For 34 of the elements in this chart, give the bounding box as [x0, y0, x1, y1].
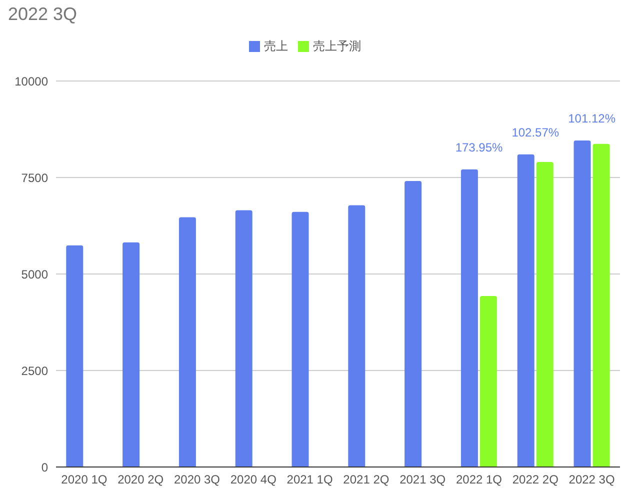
annotation: 101.12% — [568, 111, 616, 126]
bar — [480, 296, 497, 467]
bar — [348, 205, 366, 467]
bar — [66, 245, 84, 467]
y-tick-label: 0 — [41, 460, 48, 474]
bar — [517, 154, 534, 467]
bar — [404, 180, 422, 467]
x-tick-label: 2022 2Q — [512, 472, 558, 487]
annotation: 173.95% — [455, 140, 504, 154]
y-tick-label: 5000 — [21, 267, 48, 282]
y-tick-label: 10000 — [14, 74, 48, 88]
bar — [122, 242, 140, 467]
x-tick-label: 2022 3Q — [568, 472, 615, 487]
annotation: 102.57% — [512, 125, 560, 140]
legend-label: 売上予測 — [313, 39, 361, 53]
x-tick-label: 2020 1Q — [61, 472, 108, 487]
x-tick-label: 2020 4Q — [230, 472, 276, 487]
x-tick-label: 2020 2Q — [118, 472, 164, 487]
bar — [592, 144, 610, 467]
y-tick-label: 7500 — [21, 170, 48, 185]
chart-title: 2022 3Q — [8, 4, 78, 25]
x-tick-label: 2021 2Q — [343, 472, 390, 487]
y-tick-label: 2500 — [21, 364, 48, 378]
x-tick-label: 2020 3Q — [174, 472, 220, 487]
x-tick-label: 2021 1Q — [286, 472, 333, 487]
bar — [178, 217, 196, 467]
bar — [460, 169, 478, 467]
bar — [292, 212, 309, 467]
x-tick-label: 2022 1Q — [456, 472, 502, 487]
x-tick-label: 2021 3Q — [400, 472, 446, 487]
legend-label: 売上 — [264, 39, 288, 53]
bar — [235, 210, 252, 467]
bar — [574, 140, 591, 467]
bar — [536, 162, 554, 467]
